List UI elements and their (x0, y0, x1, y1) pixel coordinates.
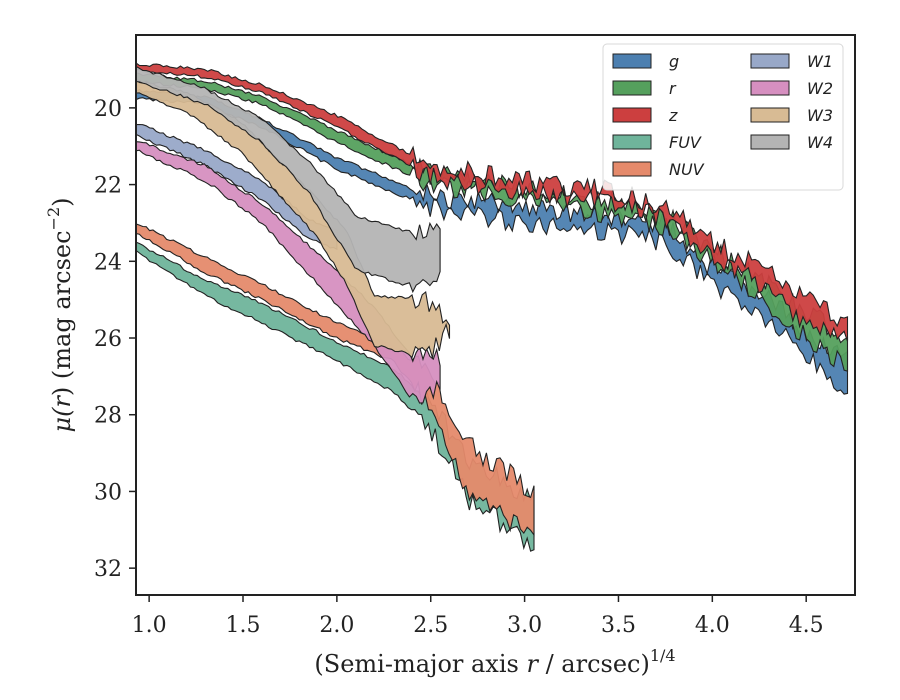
x-tick-label: 2.5 (413, 613, 448, 638)
band-g (136, 88, 849, 395)
band-w2 (136, 141, 441, 404)
x-tick-label: 4.0 (695, 613, 730, 638)
y-axis-label: μ(r) (mag arcsec−2) (44, 197, 76, 432)
legend-label-w1: W1 (807, 52, 833, 71)
x-tick-label: 1.0 (132, 613, 167, 638)
legend-label-fuv: FUV (669, 133, 702, 152)
y-tick-label: 26 (94, 327, 122, 352)
band-w4 (136, 65, 441, 294)
legend-swatch-g (612, 53, 652, 69)
legend: grz FUV NUV W1 W2 W3 W4 (602, 43, 844, 191)
y-tick-label: 24 (94, 250, 122, 275)
legend-swatch-w2 (750, 80, 790, 96)
legend-label-w2: W2 (807, 79, 833, 98)
x-tick-label: 2.0 (319, 613, 354, 638)
y-tick-label: 22 (94, 174, 122, 199)
band-z (136, 62, 849, 342)
y-tick-label: 28 (94, 404, 122, 429)
y-tick-label: 30 (94, 480, 122, 505)
x-tick-label: 1.5 (226, 613, 261, 638)
y-tick-label: 20 (94, 97, 122, 122)
legend-swatch-fuv (612, 134, 652, 150)
legend-label-r: r (669, 79, 677, 98)
legend-label-nuv: NUV (669, 160, 705, 179)
band-r (136, 72, 849, 372)
legend-swatch-nuv (612, 161, 652, 177)
legend-label-w4: W4 (807, 133, 833, 152)
legend-swatch-w1 (750, 53, 790, 69)
legend-swatch-r (612, 80, 652, 96)
y-tick-label: 32 (94, 557, 122, 582)
x-axis-label: (Semi-major axis r / arcsec)1/4 (314, 646, 675, 678)
legend-label-w3: W3 (807, 106, 833, 125)
legend-swatch-w3 (750, 107, 790, 123)
x-tick-label: 4.5 (789, 613, 824, 638)
x-tick-label: 3.5 (601, 613, 636, 638)
legend-label-z: z (668, 106, 678, 125)
legend-swatch-z (612, 107, 652, 123)
x-tick-label: 3.0 (507, 613, 542, 638)
legend-swatch-w4 (750, 134, 790, 150)
band-nuv (136, 223, 535, 537)
legend-label-g: g (669, 52, 679, 71)
band-fuv (136, 241, 535, 552)
ticks-layer: 1.0 1.5 2.0 2.5 3.0 3.5 4.0 4.5 20 22 24 26 28 30 32 (94, 97, 824, 638)
plot-frame (135, 34, 856, 596)
series-layer (136, 62, 849, 552)
